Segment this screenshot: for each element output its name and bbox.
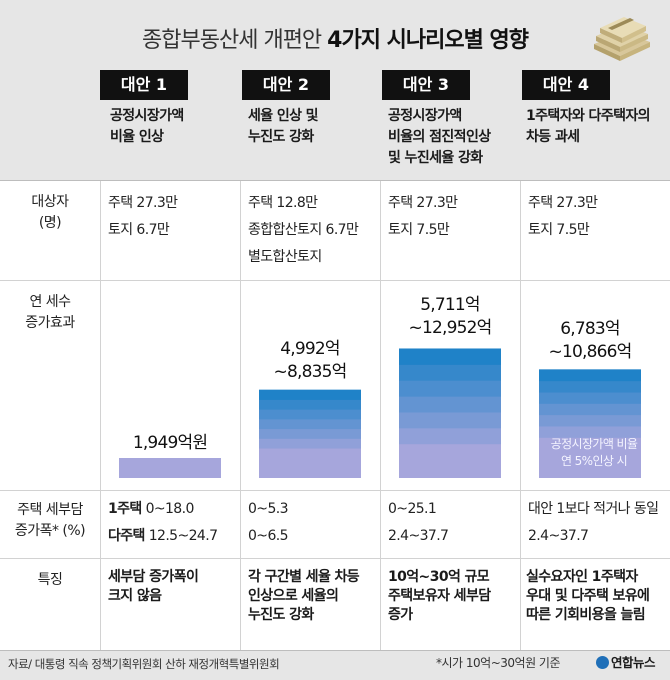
targets-cell-4: 주택 27.3만 토지 7.5만: [528, 195, 598, 238]
column-divider: [380, 180, 381, 650]
column-divider: [100, 180, 101, 650]
scenario-chip-3: 대안 3: [382, 70, 470, 100]
column-divider: [240, 180, 241, 650]
feature-cell-2: 각 구간별 세율 차등 인상으로 세율의 누진도 강화: [248, 569, 360, 623]
targets-cell-2: 주택 12.8만 종합합산토지 6.7만 별도합산토지: [248, 195, 359, 265]
feature-cell-4: 실수요자인 1주택자 우대 및 다주택 보유에 따른 기회비용을 늘림: [526, 569, 650, 623]
footnote: *시가 10억~30억원 기준: [436, 656, 561, 670]
bar-label-2: 4,992억 ~8,835억: [273, 339, 348, 382]
row-divider: [0, 558, 670, 559]
scenario-chip-1: 대안 1: [100, 70, 188, 100]
targets-cell-1: 주택 27.3만 토지 6.7만: [108, 195, 178, 238]
page-title: 종합부동산세 개편안 4가지 시나리오별 영향: [142, 28, 529, 53]
bar-label-4: 6,783억 ~10,866억: [548, 319, 633, 362]
scenario-desc-4: 1주택자와 다주택자의 차등 과세: [526, 108, 651, 145]
row-divider: [0, 490, 670, 491]
yonhap-logo: 연합뉴스: [596, 652, 656, 671]
scenario-desc-2: 세율 인상 및 누진도 강화: [248, 108, 319, 145]
row-label-revenue: 연 세수 증가효과: [25, 294, 75, 331]
money-stack-icon: [594, 17, 650, 61]
targets-cell-3: 주택 27.3만 토지 7.5만: [388, 195, 458, 238]
logo-mark-icon: [596, 656, 609, 669]
row-label-feature: 특징: [37, 572, 63, 588]
burden-cell-2: 0~5.3 0~6.5: [248, 501, 289, 544]
scenario-desc-1: 공정시장가액 비율 인상: [110, 108, 184, 145]
row-divider: [0, 180, 670, 181]
bar-label-3: 5,711억 ~12,952억: [408, 295, 493, 338]
row-label-targets: 대상자 (명): [31, 194, 69, 231]
column-divider: [520, 180, 521, 650]
burden-cell-4: 대안 1보다 적거나 동일 2.4~37.7: [528, 501, 659, 544]
row-divider: [0, 650, 670, 651]
scenario-chip-4: 대안 4: [522, 70, 610, 100]
feature-cell-3: 10억~30억 규모 주택보유자 세부담 증가: [388, 569, 491, 623]
source-note: 자료/ 대통령 직속 정책기획위원회 산하 재정개혁특별위원회: [8, 657, 280, 671]
feature-cell-1: 세부담 증가폭이 크지 않음: [108, 569, 199, 604]
burden-cell-3: 0~25.1 2.4~37.7: [388, 501, 449, 544]
bar-label-1: 1,949억원: [132, 433, 208, 453]
row-divider: [0, 280, 670, 281]
scenario-desc-3: 공정시장가액 비율의 점진적인상 및 누진세율 강화: [388, 108, 491, 166]
burden-cell-1: 1주택 0~18.0 다주택 12.5~24.7: [108, 501, 218, 544]
row-label-burden: 주택 세부담 증가폭* (%): [14, 502, 86, 539]
scenario-chip-2: 대안 2: [242, 70, 330, 100]
bar-annotation: 공정시장가액 비율 연 5%인상 시: [550, 437, 638, 468]
